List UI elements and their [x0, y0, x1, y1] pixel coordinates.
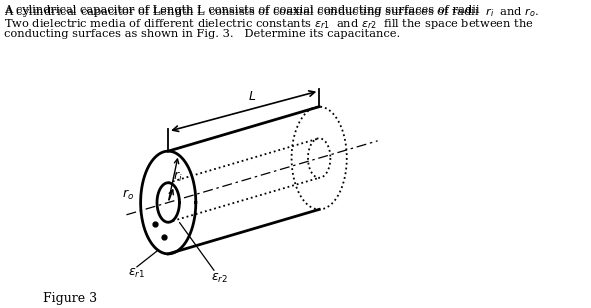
Text: conducting surfaces as shown in Fig. 3.   Determine its capacitance.: conducting surfaces as shown in Fig. 3. … — [4, 29, 401, 38]
Text: A cylindrical capacitor of Length L consists of coaxial conducting surfaces of r: A cylindrical capacitor of Length L cons… — [4, 5, 540, 19]
Text: Two dielectric media of different dielectric constants $\epsilon_{r1}$  and $\ep: Two dielectric media of different dielec… — [4, 17, 534, 31]
Text: $r_o$: $r_o$ — [122, 188, 134, 202]
Text: $r_i$: $r_i$ — [173, 170, 182, 184]
Text: Figure 3: Figure 3 — [43, 292, 98, 306]
Text: $\epsilon_{r1}$: $\epsilon_{r1}$ — [128, 267, 145, 280]
Text: $\epsilon_{r2}$: $\epsilon_{r2}$ — [212, 272, 228, 285]
Text: L: L — [249, 90, 256, 103]
Text: A cylindrical capacitor of Length L consists of coaxial conducting surfaces of r: A cylindrical capacitor of Length L cons… — [4, 5, 487, 15]
